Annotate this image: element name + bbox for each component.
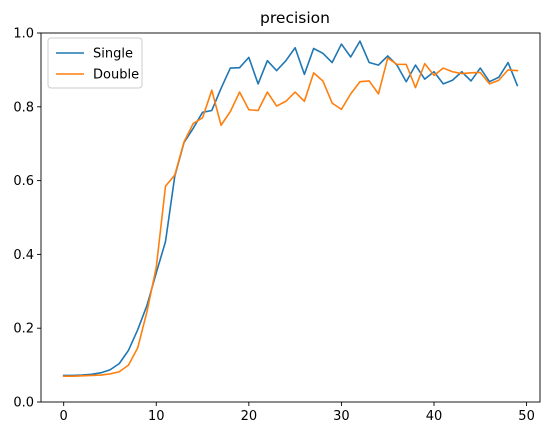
axes-layer: 0 10 20 30 40 50 0.0 0.2 0.4 0.6 0.8 1.0	[13, 27, 541, 424]
series-line-single	[62, 40, 519, 377]
x-tick-label: 0	[60, 409, 68, 424]
legend: Single Double	[47, 37, 143, 89]
series-line-double	[62, 57, 519, 377]
x-tick-label: 50	[518, 409, 535, 424]
y-tick-label: 0.2	[13, 322, 34, 337]
x-tick-label: 40	[426, 409, 443, 424]
plot-frame	[40, 32, 541, 403]
x-tick-label: 20	[241, 409, 258, 424]
y-tick-label: 0.8	[13, 100, 34, 115]
y-tick-label: 0.4	[13, 248, 34, 263]
legend-label-double: Double	[93, 68, 139, 83]
legend-box	[47, 37, 143, 89]
x-tick-label: 30	[333, 409, 350, 424]
series-layer	[62, 40, 519, 377]
y-tick-label: 1.0	[13, 27, 34, 42]
legend-label-single: Single	[93, 47, 133, 62]
chart-title: precision	[260, 9, 330, 27]
y-tick-label: 0.0	[13, 396, 34, 411]
y-tick-label: 0.6	[13, 174, 34, 189]
x-tick-label: 10	[148, 409, 165, 424]
